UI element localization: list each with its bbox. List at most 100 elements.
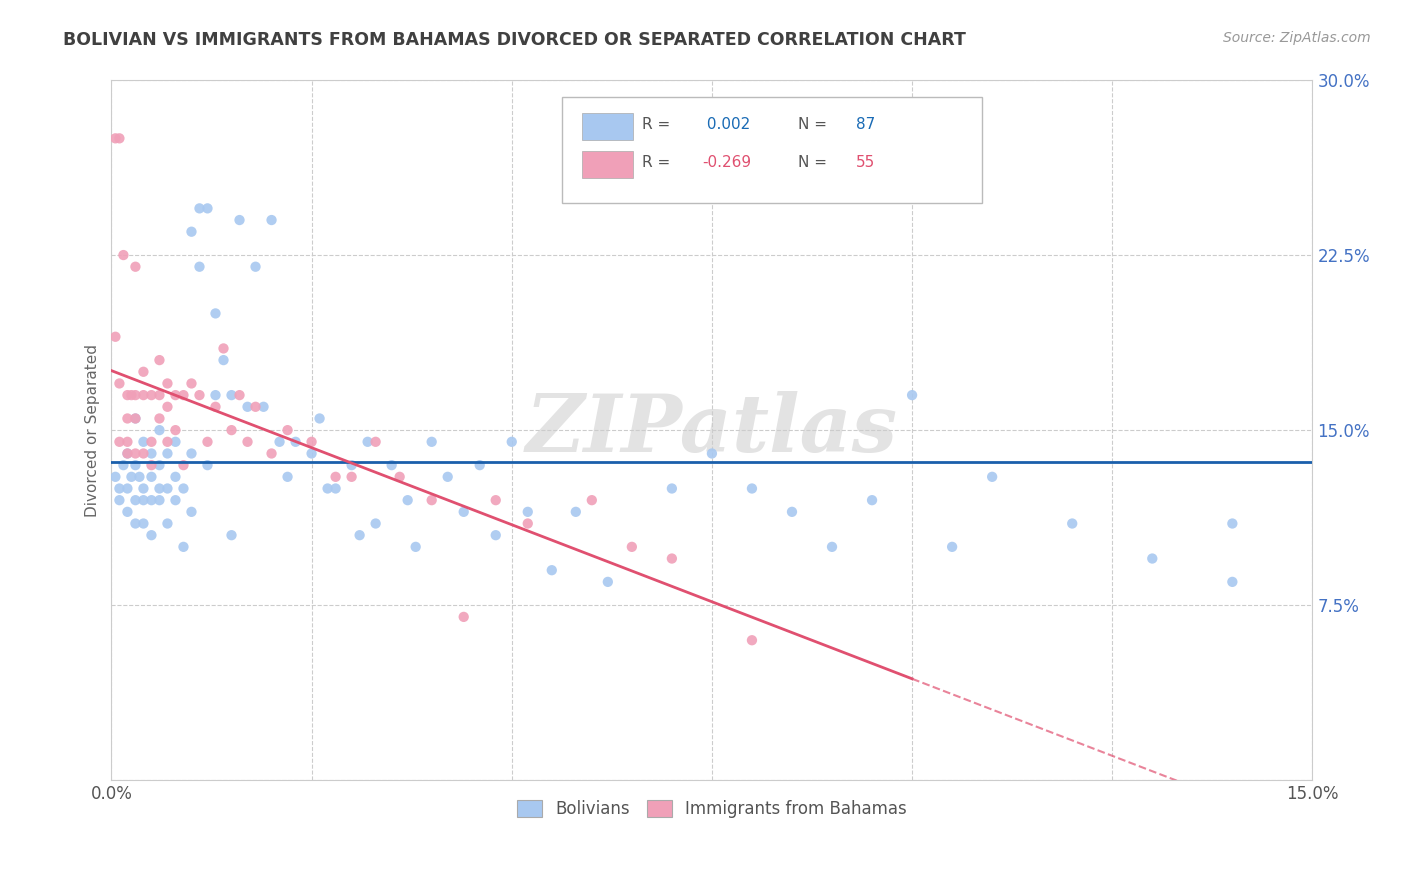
Point <box>117 505 139 519</box>
Point <box>901 388 924 402</box>
Point <box>148 353 170 368</box>
Point <box>132 493 155 508</box>
Point <box>148 423 170 437</box>
Point <box>325 470 347 484</box>
Point <box>148 388 170 402</box>
Text: 87: 87 <box>856 117 876 132</box>
Point <box>117 446 139 460</box>
Point <box>117 388 139 402</box>
Point <box>349 528 371 542</box>
Point <box>221 423 243 437</box>
Point <box>108 131 131 145</box>
Point <box>148 411 170 425</box>
Point <box>148 482 170 496</box>
Point <box>420 434 443 449</box>
Point <box>540 563 562 577</box>
Point <box>141 528 163 542</box>
Point <box>141 388 163 402</box>
Point <box>108 493 131 508</box>
Point <box>741 482 763 496</box>
Point <box>453 505 475 519</box>
Point <box>124 388 146 402</box>
Point <box>388 470 411 484</box>
Point <box>141 470 163 484</box>
Point <box>172 388 194 402</box>
Point <box>204 400 226 414</box>
Point <box>204 306 226 320</box>
Point <box>284 434 307 449</box>
Point <box>221 528 243 542</box>
Point <box>148 493 170 508</box>
Point <box>356 434 378 449</box>
Point <box>165 434 187 449</box>
Point <box>581 493 603 508</box>
Point <box>165 470 187 484</box>
Point <box>156 434 179 449</box>
Point <box>212 342 235 356</box>
Point <box>277 423 299 437</box>
Point <box>172 540 194 554</box>
Text: 0.002: 0.002 <box>703 117 751 132</box>
Point <box>340 470 363 484</box>
Point <box>620 540 643 554</box>
Point <box>188 260 211 274</box>
Point <box>180 376 202 391</box>
Point <box>124 446 146 460</box>
Point <box>245 260 267 274</box>
Point <box>148 458 170 472</box>
Point <box>501 434 523 449</box>
Point <box>301 446 323 460</box>
Point <box>1142 551 1164 566</box>
Point <box>124 493 146 508</box>
Point <box>165 493 187 508</box>
Point <box>981 470 1004 484</box>
Point <box>132 365 155 379</box>
Point <box>381 458 404 472</box>
Point <box>340 458 363 472</box>
Point <box>156 482 179 496</box>
Point <box>780 505 803 519</box>
Point <box>132 446 155 460</box>
Point <box>124 411 146 425</box>
Point <box>516 516 538 531</box>
Point <box>485 493 508 508</box>
Point <box>204 388 226 402</box>
Point <box>132 482 155 496</box>
Point <box>128 470 150 484</box>
Point <box>108 376 131 391</box>
Point <box>821 540 844 554</box>
Point <box>860 493 883 508</box>
Point <box>1220 516 1243 531</box>
Text: -0.269: -0.269 <box>703 155 751 170</box>
Point <box>197 458 219 472</box>
FancyBboxPatch shape <box>582 152 633 178</box>
Point <box>700 446 723 460</box>
Text: Source: ZipAtlas.com: Source: ZipAtlas.com <box>1223 31 1371 45</box>
Point <box>132 516 155 531</box>
Text: BOLIVIAN VS IMMIGRANTS FROM BAHAMAS DIVORCED OR SEPARATED CORRELATION CHART: BOLIVIAN VS IMMIGRANTS FROM BAHAMAS DIVO… <box>63 31 966 49</box>
Point <box>117 446 139 460</box>
Point <box>141 458 163 472</box>
Point <box>301 434 323 449</box>
Point <box>112 248 135 262</box>
Point <box>188 202 211 216</box>
Point <box>180 225 202 239</box>
Point <box>141 446 163 460</box>
Point <box>156 516 179 531</box>
Text: R =: R = <box>643 155 675 170</box>
Point <box>260 213 283 227</box>
Point <box>120 470 142 484</box>
Point <box>104 330 127 344</box>
Point <box>405 540 427 554</box>
Point <box>236 434 259 449</box>
Point <box>252 400 274 414</box>
Point <box>436 470 458 484</box>
Point <box>516 505 538 519</box>
Point <box>156 376 179 391</box>
Point <box>325 482 347 496</box>
Point <box>453 610 475 624</box>
Point <box>221 388 243 402</box>
Point <box>245 400 267 414</box>
Point <box>228 388 250 402</box>
Point <box>364 434 387 449</box>
